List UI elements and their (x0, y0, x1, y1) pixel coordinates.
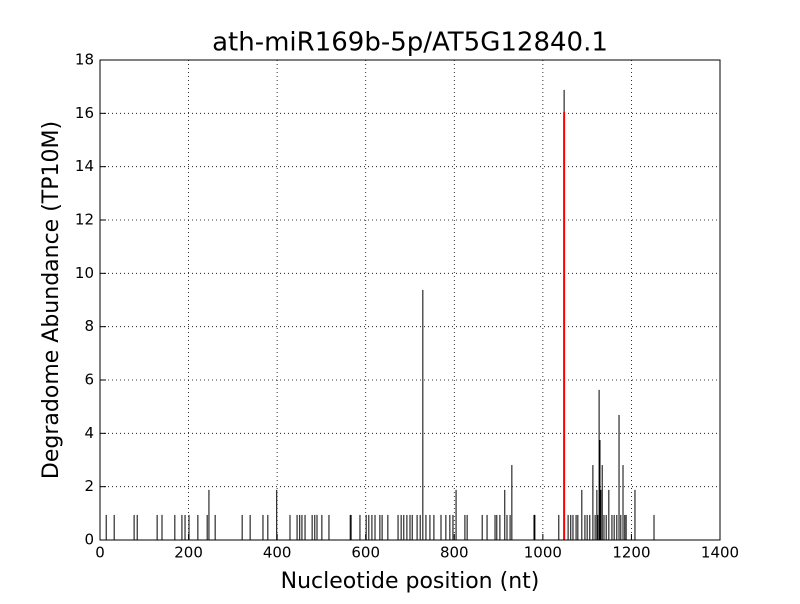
x-tick-label: 1400 (701, 544, 739, 562)
x-tick-label: 800 (440, 544, 469, 562)
axes-frame (99, 59, 721, 541)
y-tick-label: 12 (75, 211, 94, 229)
x-tick-label: 1000 (524, 544, 562, 562)
y-tick-label: 4 (84, 424, 94, 442)
chart-title: ath-miR169b-5p/AT5G12840.1 (212, 28, 608, 58)
x-axis-label: Nucleotide position (nt) (281, 569, 540, 594)
y-tick-label: 0 (84, 531, 94, 549)
x-tick-label: 200 (174, 544, 203, 562)
y-tick-label: 2 (84, 477, 94, 495)
y-tick-label: 16 (75, 104, 94, 122)
y-tick-label: 6 (84, 371, 94, 389)
y-axis-label: Degradome Abundance (TP10M) (39, 121, 64, 479)
x-tick-label: 600 (351, 544, 380, 562)
y-tick-label: 18 (75, 51, 94, 69)
x-tick-label: 400 (263, 544, 292, 562)
y-tick-label: 8 (84, 317, 94, 335)
y-tick-label: 10 (75, 264, 94, 282)
x-tick-label: 0 (95, 544, 105, 562)
y-tick-label: 14 (75, 157, 94, 175)
x-tick-label: 1200 (612, 544, 650, 562)
